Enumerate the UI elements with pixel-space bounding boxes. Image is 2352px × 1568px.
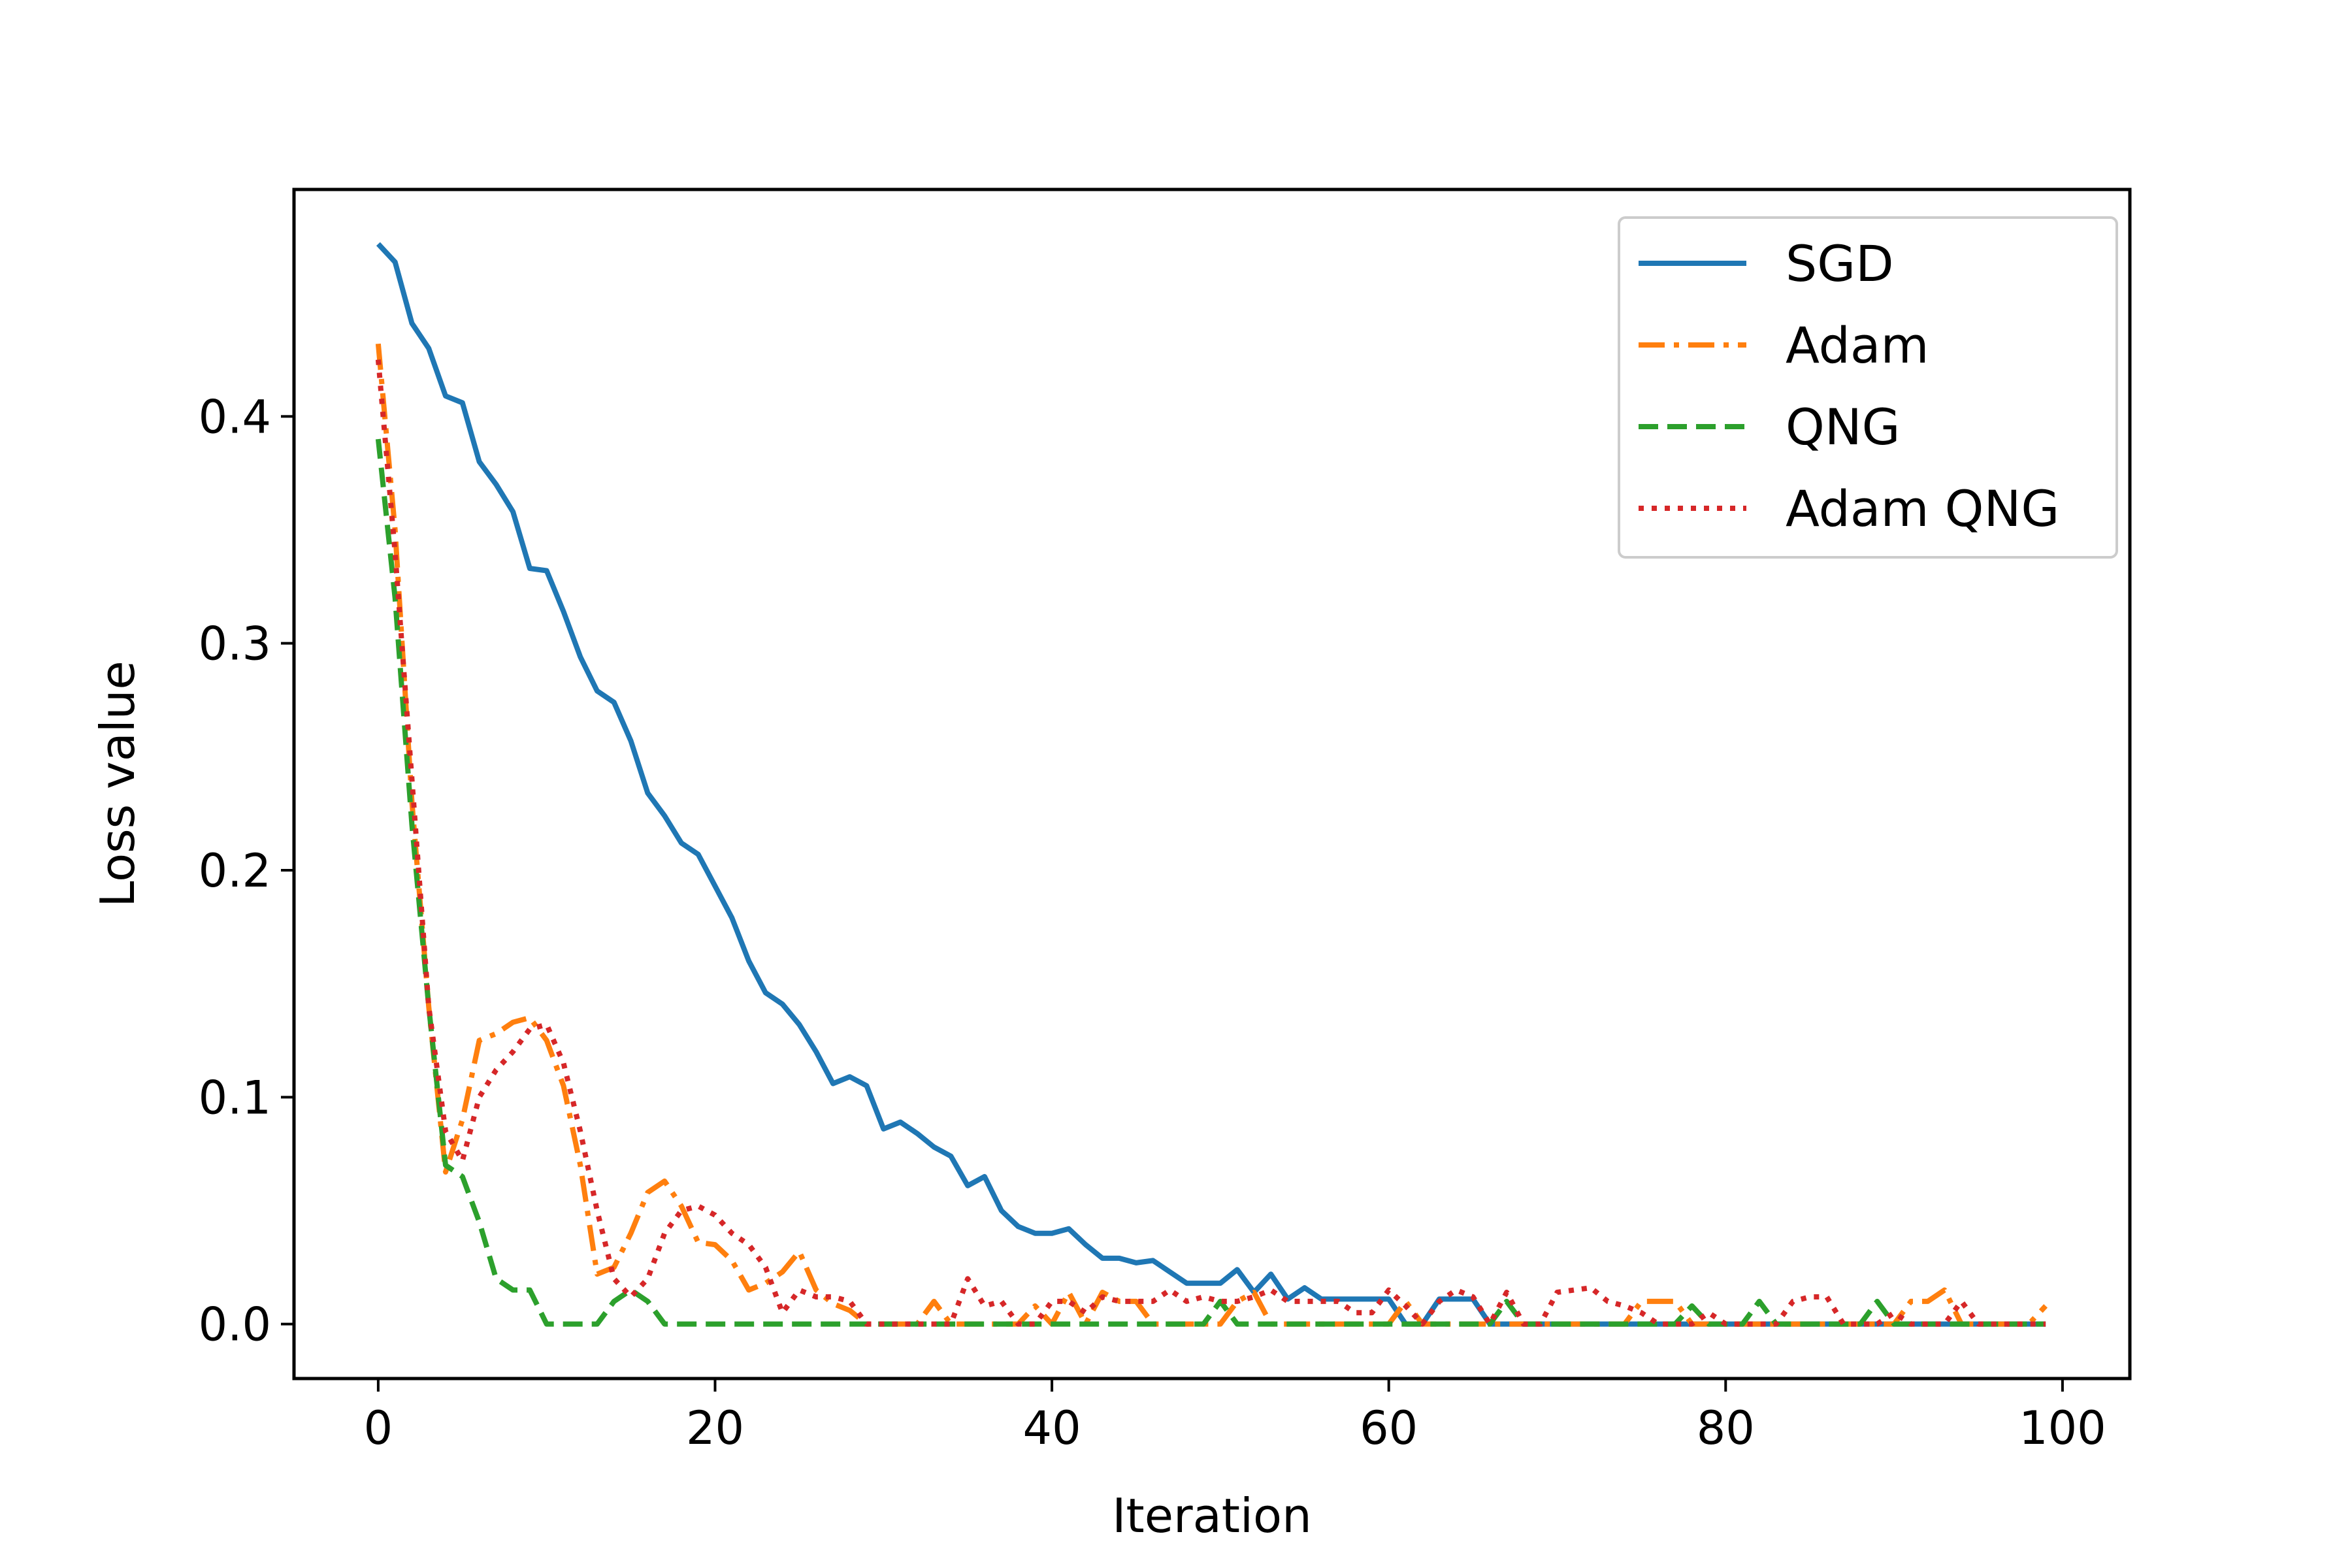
x-tick-label: 60: [1360, 1401, 1418, 1455]
y-tick-label: 0.2: [199, 844, 271, 898]
series-layer: [375, 242, 2048, 1327]
x-axis-label: Iteration: [1112, 1488, 1311, 1543]
series-line-adam: [375, 343, 2048, 1327]
legend-label: Adam QNG: [1786, 480, 2059, 538]
x-tick-label: 100: [2019, 1401, 2106, 1455]
legend-box: [1618, 216, 2118, 559]
series-line-qng: [375, 438, 2046, 1327]
series-line-adam-qng: [375, 359, 2046, 1327]
y-tick-label: 0.3: [199, 617, 271, 671]
y-tick-label: 0.1: [199, 1071, 271, 1124]
x-axis-ticks: 0 20 40 60 80 100: [364, 1379, 2106, 1455]
x-tick-label: 80: [1697, 1401, 1755, 1455]
legend-label: QNG: [1786, 398, 1901, 456]
y-tick-label: 0.4: [199, 390, 271, 444]
legend: SGD Adam QNG Adam QNG: [1618, 216, 2118, 559]
x-tick-label: 20: [686, 1401, 744, 1455]
y-tick-label: 0.0: [199, 1298, 271, 1352]
legend-label: Adam: [1786, 316, 1929, 374]
legend-label: SGD: [1786, 235, 1894, 293]
y-axis-ticks: 0.0 0.1 0.2 0.3 0.4: [199, 390, 294, 1352]
plot-area-frame: [292, 188, 2132, 1380]
y-axis-label: Loss value: [90, 661, 145, 907]
x-tick-label: 0: [364, 1401, 393, 1455]
x-tick-label: 40: [1023, 1401, 1081, 1455]
series-line-sgd: [376, 242, 2046, 1327]
